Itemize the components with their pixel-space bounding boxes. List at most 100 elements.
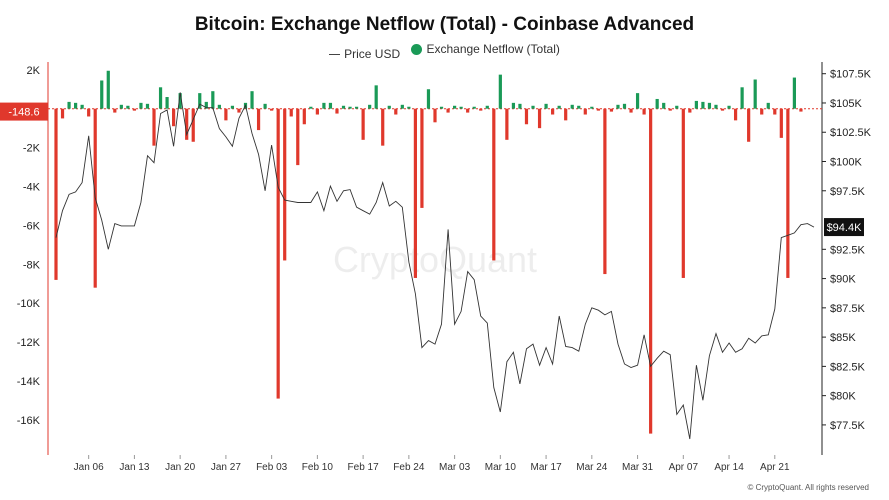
y-left-tick-label: -12K [17, 337, 41, 349]
legend-dot-marker [411, 43, 423, 55]
netflow-bar-negative [413, 108, 417, 278]
y-left-tick-label: -16K [17, 415, 41, 427]
netflow-bar-negative [113, 108, 117, 113]
netflow-bar-positive [766, 102, 770, 109]
netflow-bar-positive [622, 103, 627, 109]
netflow-bar-positive [707, 102, 712, 109]
x-tick-label: Jan 13 [119, 462, 149, 473]
netflow-bar-positive [453, 105, 457, 109]
legend-line-marker [329, 53, 341, 55]
y-right-tick-label: $82.5K [830, 361, 866, 373]
netflow-bar-negative [446, 108, 450, 113]
netflow-current-tag: -148.6 [8, 107, 39, 119]
legend-item-netflow[interactable]: Exchange Netflow (Total) [411, 42, 560, 56]
netflow-bar-positive [485, 105, 489, 109]
netflow-bar-positive [701, 101, 705, 109]
netflow-bar-negative [779, 108, 783, 138]
netflow-bar-positive [694, 100, 698, 109]
netflow-bar-positive [341, 105, 346, 109]
netflow-bar-positive [106, 70, 110, 109]
y-right-tick-label: $105K [830, 98, 862, 110]
x-tick-label: Feb 17 [348, 462, 380, 473]
netflow-bar-positive [211, 91, 215, 109]
netflow-bar-negative [760, 108, 764, 115]
netflow-bar-positive [126, 105, 130, 109]
netflow-bar-positive [250, 91, 254, 109]
price-line [55, 92, 815, 440]
y-right-tick-label: $90K [830, 274, 856, 286]
netflow-bar-positive [80, 104, 84, 109]
netflow-bar-negative [302, 108, 306, 125]
netflow-bar-positive [217, 104, 221, 109]
netflow-bar-positive [145, 103, 150, 109]
netflow-bar-negative [224, 108, 228, 121]
netflow-bar-negative [733, 108, 738, 121]
x-tick-label: Feb 10 [302, 462, 334, 473]
netflow-bar-negative [492, 108, 496, 261]
netflow-bar-positive [675, 105, 679, 109]
legend-label-netflow: Exchange Netflow (Total) [426, 42, 560, 56]
netflow-bar-positive [426, 89, 431, 109]
legend-item-price[interactable]: Price USD [329, 47, 400, 61]
y-left-tick-label: -6K [23, 220, 41, 232]
netflow-bar-negative [296, 108, 300, 166]
netflow-bar-negative [237, 108, 241, 113]
x-tick-label: Mar 10 [485, 462, 517, 473]
netflow-bar-positive [714, 104, 718, 109]
netflow-bar-positive [518, 103, 522, 109]
netflow-bar-positive [557, 105, 561, 109]
netflow-bar-positive [348, 106, 352, 109]
netflow-bar-negative [583, 108, 587, 115]
y-right-tick-label: $92.5K [830, 244, 866, 256]
netflow-bar-negative [603, 108, 607, 275]
netflow-bar-negative [381, 108, 385, 146]
netflow-bar-negative [596, 108, 600, 111]
netflow-bar-positive [727, 105, 731, 109]
netflow-bar-negative [609, 108, 614, 112]
netflow-bar-positive [230, 105, 235, 109]
netflow-bar-negative [361, 108, 365, 140]
netflow-bar-positive [544, 103, 548, 109]
netflow-bar-negative [668, 108, 672, 111]
netflow-bar-negative [799, 108, 803, 112]
netflow-bar-positive [407, 106, 411, 109]
netflow-bar-negative [433, 108, 437, 123]
netflow-bar-positive [178, 93, 182, 109]
chart-title: Bitcoin: Exchange Netflow (Total) - Coin… [194, 14, 695, 35]
netflow-bar-positive [635, 93, 640, 109]
netflow-bar-negative [505, 108, 509, 140]
netflow-bar-negative [537, 108, 542, 129]
y-left-tick-label: -8K [23, 259, 41, 271]
netflow-bar-positive [655, 98, 659, 109]
netflow-bar-positive [498, 74, 502, 109]
netflow-bar-negative [270, 108, 274, 111]
x-tick-label: Apr 21 [760, 462, 790, 473]
netflow-bar-positive [616, 104, 620, 109]
netflow-bar-positive [204, 101, 208, 109]
netflow-bar-positive [792, 77, 796, 109]
netflow-bar-positive [400, 104, 404, 109]
price-current-tag: $94.4K [827, 222, 863, 234]
netflow-bar-negative [524, 108, 529, 125]
netflow-bar-negative [60, 108, 65, 119]
netflow-bar-negative [335, 108, 339, 114]
y-left-tick-label: -14K [17, 376, 41, 388]
netflow-bar-negative [786, 108, 790, 278]
netflow-bar-positive [198, 93, 202, 109]
netflow-bar-negative [276, 108, 280, 399]
y-right-tick-label: $107.5K [830, 69, 872, 81]
y-right-tick-label: $102.5K [830, 127, 872, 139]
legend: Price USD Exchange Netflow (Total) [0, 42, 889, 61]
netflow-bar-positive [387, 105, 391, 109]
y-right-tick-label: $87.5K [830, 303, 866, 315]
netflow-bar-negative [629, 108, 633, 113]
netflow-bar-positive [368, 104, 372, 109]
netflow-bar-positive [570, 104, 574, 109]
x-tick-label: Jan 06 [74, 462, 104, 473]
netflow-bar-negative [185, 108, 189, 140]
netflow-bar-positive [74, 102, 78, 109]
netflow-bar-positive [590, 106, 594, 109]
netflow-bar-negative [172, 108, 176, 127]
